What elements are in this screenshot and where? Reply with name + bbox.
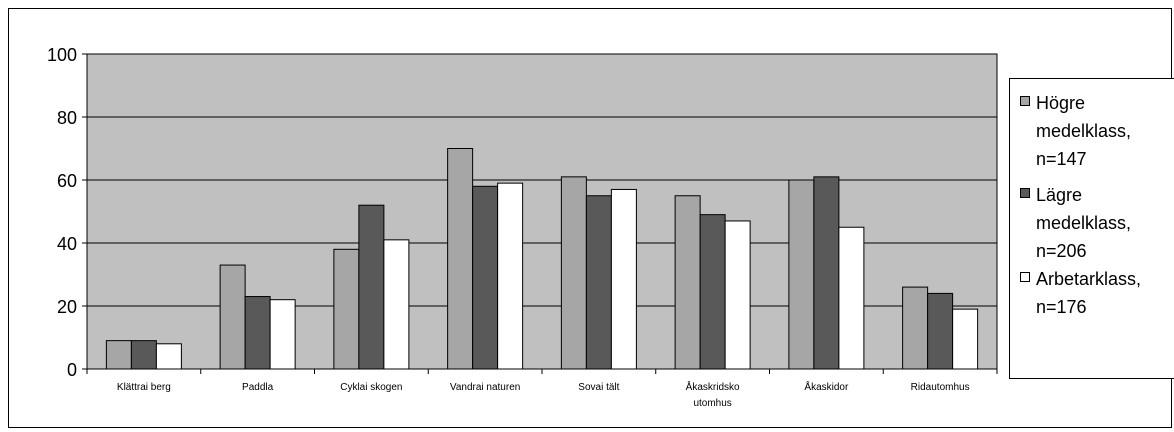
bar [358,204,385,370]
y-tick-label: 40 [57,234,77,254]
bar [105,340,132,370]
bar [585,195,612,370]
bar [838,226,865,370]
y-tick-label: 60 [57,171,77,191]
x-tick-label: Ridautomhus [911,382,970,393]
bar [333,248,360,370]
bar [447,148,474,370]
bar [610,188,637,370]
bar [130,340,157,370]
bar [902,286,929,370]
bar [813,176,840,370]
x-tick-label: Vandrai naturen [450,382,520,393]
y-tick-label: 100 [47,45,77,65]
bar [927,292,954,370]
bar [383,239,410,370]
y-tick-label: 20 [57,297,77,317]
x-tick-label: Paddla [242,382,274,393]
bar [472,185,499,370]
x-tick-label: Sovai tält [578,382,619,393]
bar [219,264,246,370]
chart-frame: 0 20 40 60 80 100 Klättrai berg Paddla Cyklai sk… [8,8,1174,428]
x-tick-label: Åkaskidor [804,380,849,393]
legend-item: Högre medelklass, n=147 [1020,89,1174,173]
bar [155,343,182,370]
x-tick-label: Åkaskridsko utomhus [686,380,740,409]
legend-item: Lägre medelklass, n=206 [1020,181,1174,265]
legend-label: Arbetarklass, n=176 [1036,269,1142,317]
bar [724,220,751,370]
legend: Högre medelklass, n=147 Lägre medelklass,… [1009,78,1174,379]
bar [560,176,587,370]
legend-swatch [1020,96,1030,106]
x-tick-label: Klättrai berg [117,382,171,393]
bar [788,179,815,370]
bar [244,296,271,370]
legend-label: Lägre medelklass, n=206 [1036,185,1132,261]
bar [497,182,524,370]
bar [952,308,979,370]
y-tick-label: 0 [67,360,77,380]
legend-swatch [1020,272,1030,282]
legend-label: Högre medelklass, n=147 [1036,93,1132,169]
bar [269,299,296,370]
bar [699,214,726,370]
legend-item: Arbetarklass, n=176 [1020,265,1174,321]
y-tick-label: 80 [57,108,77,128]
x-tick-label: Cyklai skogen [340,382,402,393]
bar-chart: 0 20 40 60 80 100 Klättrai berg Paddla Cyklai sk… [47,45,998,409]
bar [674,195,701,370]
legend-swatch [1020,188,1030,198]
